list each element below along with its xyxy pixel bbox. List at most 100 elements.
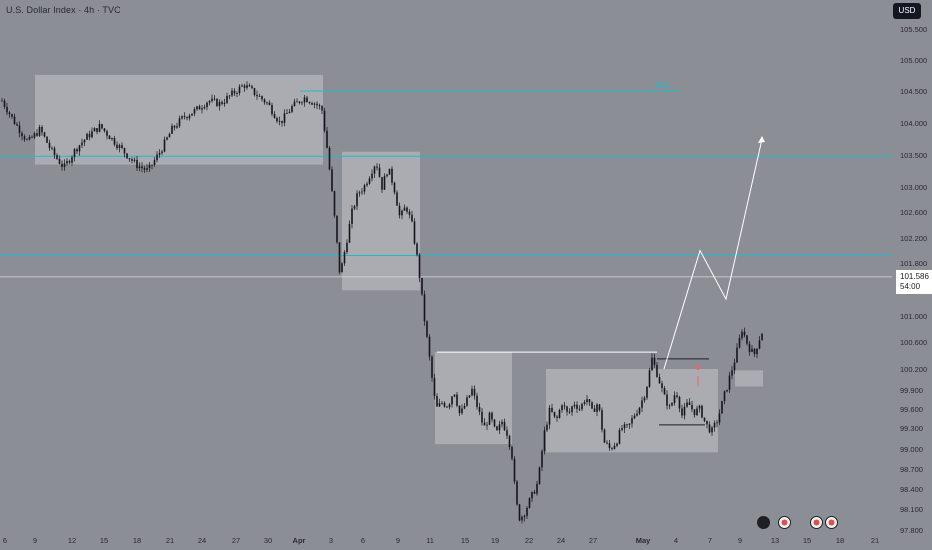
candle-body (616, 443, 618, 446)
candle-body (503, 421, 506, 431)
candle-body (523, 515, 526, 517)
candle-body (638, 407, 641, 414)
candle-body (571, 406, 573, 413)
candle-body (316, 103, 318, 106)
candle-body (183, 116, 186, 117)
candle-body (516, 481, 518, 505)
candle-body (1, 100, 3, 102)
candle-body (263, 99, 266, 103)
candle-body (518, 504, 521, 521)
candle-body (323, 110, 326, 131)
candle-body (196, 106, 198, 110)
candle-body (356, 193, 358, 207)
candle-body (338, 242, 341, 273)
candle-body (23, 136, 26, 140)
currency-button[interactable]: USD (893, 3, 921, 19)
candle-body (276, 118, 278, 122)
candle-body (538, 467, 541, 484)
us-flag-icon[interactable] (810, 516, 823, 529)
current-price-value: 101.586 (900, 272, 929, 281)
candle-body (613, 445, 616, 449)
candle-body (28, 136, 31, 140)
candle-body (63, 163, 66, 167)
candle-body (731, 370, 733, 376)
candle-body (406, 207, 408, 212)
candle-body (288, 111, 291, 114)
candle-body (301, 102, 303, 104)
price-zone (546, 369, 718, 453)
candle-body (686, 402, 688, 407)
candle-body (758, 340, 761, 349)
candle-body (536, 483, 538, 494)
candle-body (558, 410, 561, 418)
candle-body (728, 375, 731, 390)
x-tick-label: 22 (525, 536, 533, 545)
candle-body (181, 116, 183, 119)
candle-body (363, 185, 366, 192)
bar-countdown: 54:00 (900, 282, 921, 291)
candle-body (546, 424, 548, 431)
candle-body (156, 154, 158, 161)
candle-body (623, 424, 626, 429)
candle-body (123, 148, 126, 154)
candle-body (16, 124, 18, 126)
x-tick-label: 12 (68, 536, 76, 545)
candle-body (411, 214, 413, 222)
candle-body (691, 404, 693, 410)
candle-body (293, 101, 296, 106)
y-tick-label: 98.400 (900, 485, 923, 494)
candle-body (496, 426, 498, 431)
candle-body (318, 105, 321, 107)
x-tick-label: 9 (33, 536, 37, 545)
candle-body (343, 252, 346, 264)
candle-body (576, 404, 578, 409)
candle-body (643, 397, 646, 401)
candle-body (533, 491, 536, 494)
x-tick-label: 15 (803, 536, 811, 545)
projection-arrowhead (758, 136, 765, 143)
candle-body (26, 139, 28, 141)
candle-body (586, 399, 588, 402)
candle-body (281, 120, 283, 123)
candle-body (566, 406, 568, 412)
candle-body (658, 377, 661, 384)
candle-body (381, 177, 383, 190)
us-flag-icon[interactable] (778, 516, 791, 529)
candle-body (481, 411, 483, 423)
candle-body (98, 124, 101, 132)
candle-body (543, 430, 546, 452)
candle-body (103, 128, 106, 132)
candle-body (188, 115, 191, 119)
candle-body (646, 386, 648, 398)
candle-body (443, 402, 446, 407)
candle-body (58, 158, 61, 164)
candle-body (673, 395, 676, 403)
x-tick-label: 6 (361, 536, 365, 545)
candle-body (351, 208, 353, 224)
candle-body (478, 406, 481, 412)
candle-body (581, 403, 583, 410)
y-tick-label: 104.000 (900, 119, 927, 128)
flash-icon[interactable] (757, 516, 770, 529)
current-price-badge: 101.586 54:00 (896, 270, 932, 294)
candle-body (436, 396, 438, 407)
candle-body (328, 147, 331, 170)
candle-body (606, 442, 608, 444)
candle-body (96, 128, 98, 132)
candle-body (61, 163, 63, 167)
candle-body (378, 167, 381, 178)
us-flag-icon[interactable] (825, 516, 838, 529)
candle-body (666, 394, 668, 406)
candle-body (588, 399, 591, 403)
candle-body (136, 159, 138, 169)
candle-body (191, 113, 193, 116)
candle-body (268, 102, 271, 105)
candle-body (416, 243, 418, 255)
candle-body (6, 106, 8, 113)
projection-path (663, 138, 763, 370)
candle-body (708, 424, 711, 433)
candle-body (73, 149, 76, 158)
candle-body (76, 149, 78, 152)
candle-body (228, 95, 231, 97)
